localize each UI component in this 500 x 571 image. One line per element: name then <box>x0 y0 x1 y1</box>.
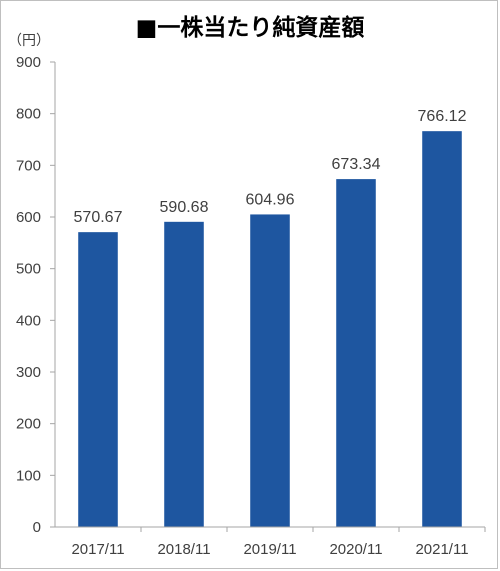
y-tick-label: 900 <box>16 54 41 71</box>
data-label: 590.68 <box>160 199 209 216</box>
data-label: 766.12 <box>418 108 467 125</box>
y-unit-label: （円） <box>8 32 50 48</box>
bar <box>336 179 376 527</box>
x-category-label: 2019/11 <box>243 541 296 558</box>
data-label: 570.67 <box>74 209 123 226</box>
y-tick-label: 0 <box>33 519 41 536</box>
bar <box>250 214 290 528</box>
x-axis-categories: 2017/11 2018/11 2019/11 2020/11 2021/11 <box>71 527 486 558</box>
y-tick-label: 800 <box>16 106 41 123</box>
data-label: 604.96 <box>246 191 295 208</box>
y-tick-label: 500 <box>16 261 41 278</box>
x-category-label: 2020/11 <box>329 541 382 558</box>
y-tick-label: 600 <box>16 209 41 226</box>
x-category-label: 2021/11 <box>415 541 468 558</box>
bar <box>422 131 462 527</box>
bar <box>164 221 204 527</box>
y-axis-ticks: 0 100 200 300 400 500 600 700 800 900 <box>16 54 55 536</box>
y-tick-label: 400 <box>16 312 41 329</box>
x-category-label: 2017/11 <box>71 541 124 558</box>
y-tick-label: 100 <box>16 467 41 484</box>
x-category-label: 2018/11 <box>157 541 210 558</box>
y-tick-label: 200 <box>16 416 41 433</box>
y-tick-label: 300 <box>16 364 41 381</box>
bars <box>78 131 462 528</box>
y-tick-label: 700 <box>16 157 41 174</box>
data-label: 673.34 <box>332 156 381 173</box>
chart-title: ■一株当たり純資産額 <box>135 15 365 41</box>
data-labels: 570.67 590.68 604.96 673.34 766.12 <box>74 108 467 226</box>
bar <box>78 232 118 527</box>
